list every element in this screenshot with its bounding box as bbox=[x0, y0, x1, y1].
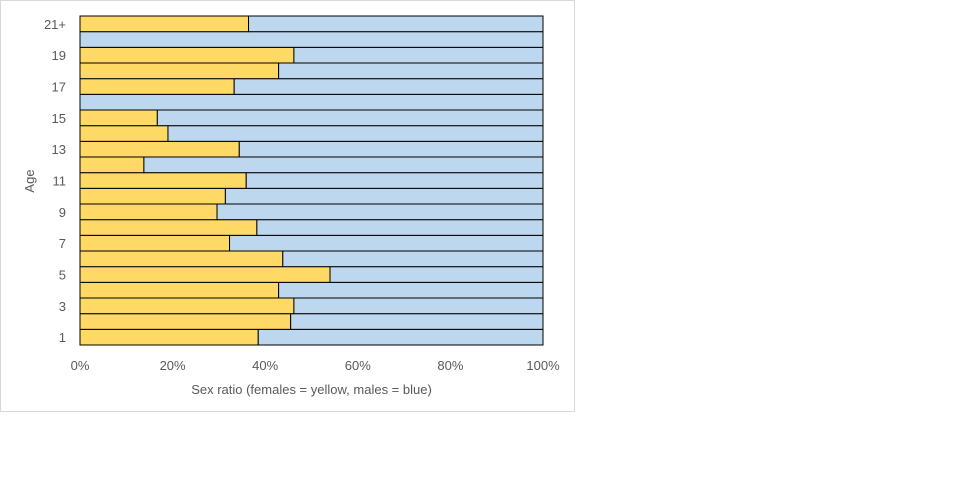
bar-males-age-6 bbox=[282, 250, 544, 268]
bar-males-age-5 bbox=[329, 266, 544, 283]
bar-males-age-21plus bbox=[248, 15, 544, 33]
bar-females-age-10 bbox=[79, 187, 226, 205]
bar-males-age-20 bbox=[79, 31, 544, 48]
x-axis-title: Sex ratio (females = yellow, males = blu… bbox=[191, 382, 432, 397]
bar-females-age-17 bbox=[79, 78, 235, 95]
bar-females-age-1 bbox=[79, 328, 259, 346]
bar-males-age-3 bbox=[293, 297, 544, 315]
y-axis-title: Age bbox=[22, 169, 37, 192]
y-tick-label: 7 bbox=[59, 236, 66, 251]
bar-males-age-15 bbox=[156, 109, 544, 127]
y-tick-label: 3 bbox=[59, 299, 66, 314]
bar-males-age-18 bbox=[278, 62, 544, 80]
bar-males-age-17 bbox=[233, 78, 544, 95]
bar-females-age-21plus bbox=[79, 15, 250, 33]
x-tick-label: 60% bbox=[345, 358, 371, 373]
y-tick-label: 1 bbox=[59, 330, 66, 345]
x-tick-label: 40% bbox=[252, 358, 278, 373]
bar-males-age-9 bbox=[216, 203, 544, 221]
x-tick-label: 80% bbox=[437, 358, 463, 373]
bar-males-age-4 bbox=[278, 281, 544, 299]
bar-females-age-15 bbox=[79, 109, 158, 127]
bar-females-age-13 bbox=[79, 140, 240, 158]
y-tick-label: 17 bbox=[52, 80, 66, 95]
x-tick-label: 0% bbox=[71, 358, 90, 373]
bar-females-age-9 bbox=[79, 203, 218, 221]
bar-males-age-8 bbox=[256, 219, 544, 236]
bar-males-age-12 bbox=[143, 156, 544, 174]
bar-females-age-14 bbox=[79, 125, 169, 142]
bar-males-age-10 bbox=[224, 187, 544, 205]
x-tick-labels: 0% 20% 40% 60% 80% 100% bbox=[71, 358, 560, 373]
x-tick-label: 20% bbox=[160, 358, 186, 373]
y-tick-label: 21+ bbox=[44, 17, 66, 32]
bars-group bbox=[79, 15, 544, 346]
bar-males-age-14 bbox=[167, 125, 544, 142]
bar-females-age-5 bbox=[79, 266, 331, 283]
bar-females-age-3 bbox=[79, 297, 295, 315]
y-tick-label: 11 bbox=[53, 174, 67, 189]
chart-area: 1 3 5 7 9 11 13 15 17 19 21+ 0% 20% 40% 60% 80% 100% Se… bbox=[0, 0, 575, 412]
bar-males-age-1 bbox=[257, 328, 544, 346]
bar-males-age-2 bbox=[290, 313, 544, 330]
bar-females-age-12 bbox=[79, 156, 145, 174]
bar-females-age-4 bbox=[79, 281, 280, 299]
y-tick-label: 9 bbox=[59, 205, 66, 220]
y-tick-label: 15 bbox=[52, 111, 66, 126]
bar-females-age-11 bbox=[79, 172, 247, 189]
y-tick-label: 13 bbox=[52, 142, 66, 157]
bar-females-age-7 bbox=[79, 234, 231, 252]
bar-females-age-2 bbox=[79, 313, 292, 330]
bar-females-age-8 bbox=[79, 219, 258, 236]
bar-females-age-19 bbox=[79, 46, 295, 64]
bar-males-age-7 bbox=[229, 234, 544, 252]
y-tick-label: 19 bbox=[52, 48, 66, 63]
x-tick-label: 100% bbox=[526, 358, 560, 373]
y-tick-label: 5 bbox=[59, 268, 66, 283]
bar-males-age-13 bbox=[238, 140, 544, 158]
bar-males-age-11 bbox=[245, 172, 544, 189]
bar-males-age-19 bbox=[293, 46, 544, 64]
bar-females-age-18 bbox=[79, 62, 280, 80]
bar-males-age-16 bbox=[79, 93, 544, 111]
bar-females-age-6 bbox=[79, 250, 284, 268]
